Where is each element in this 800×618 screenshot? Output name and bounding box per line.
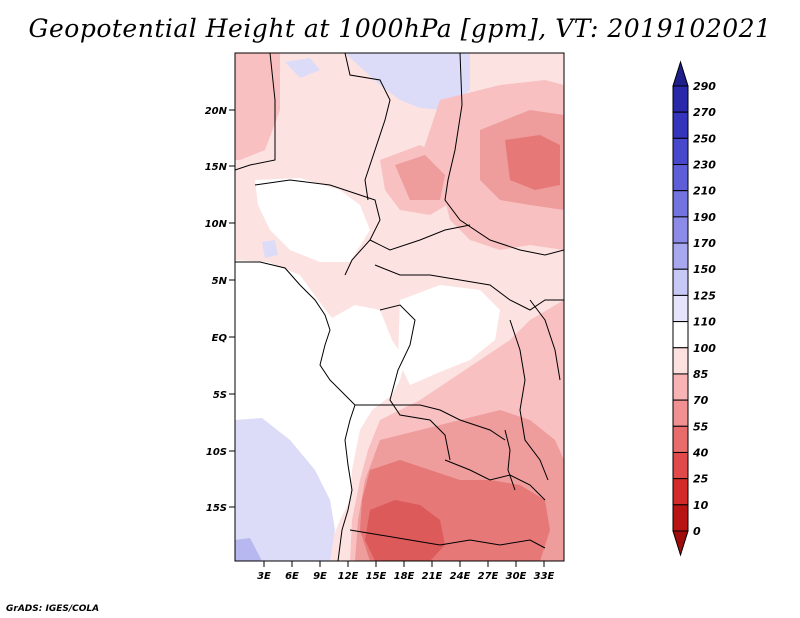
colorbar-swatch — [672, 425, 689, 453]
colorbar-label: 170 — [693, 237, 716, 250]
colorbar-swatch — [672, 137, 689, 166]
colorbar-swatch — [672, 504, 689, 532]
lat-label-10S: 10S — [206, 447, 227, 458]
grads-credit: GrADS: IGES/COLA — [6, 604, 100, 614]
lat-label-15N: 15N — [205, 162, 228, 173]
longitude-labels: 3E 6E 9E 12E 15E 18E 21E 24E 27E 30E 33E — [257, 571, 554, 582]
latitude-axis — [229, 109, 235, 508]
lat-label-15S: 15S — [206, 503, 227, 514]
border-south-3 — [349, 529, 546, 549]
lon-label-12E: 12E — [338, 571, 359, 582]
colorbar-swatch — [672, 268, 689, 296]
colorbar-label: 250 — [693, 132, 716, 145]
field-blue-south-west — [235, 418, 335, 561]
border-north-2 — [344, 53, 391, 201]
colorbar-swatch — [672, 216, 689, 244]
colorbar-swatch — [672, 164, 689, 192]
colorbar-swatch — [672, 111, 689, 139]
coastlines-and-borders — [235, 53, 564, 561]
chart-title: Geopotential Height at 1000hPa [gpm], VT… — [28, 14, 772, 43]
field-rose-center — [395, 155, 445, 200]
longitude-axis — [263, 561, 545, 567]
colorbar-swatch — [672, 451, 689, 480]
border-mid-1 — [254, 179, 381, 276]
colorbar-label: 210 — [693, 185, 716, 198]
map-frame — [234, 52, 565, 562]
colorbar-swatch — [672, 373, 689, 401]
border-congo — [379, 304, 451, 461]
lat-label-20N: 20N — [205, 106, 228, 117]
colorbar-label: 40 — [692, 446, 709, 459]
lon-label-9E: 9E — [313, 571, 327, 582]
colorbar-label: 190 — [693, 211, 716, 224]
field-pink-north-west — [235, 53, 280, 160]
lon-label-33E: 33E — [534, 571, 555, 582]
latitude-labels: 20N 15N 10N 5N EQ 5S 10S 15S — [205, 106, 228, 514]
colorbar-swatch — [672, 242, 689, 270]
colorbar-label: 70 — [693, 394, 709, 407]
lon-label-18E: 18E — [394, 571, 415, 582]
colorbar-label: 290 — [693, 80, 716, 93]
border-south-1 — [355, 404, 506, 441]
colorbar-swatch — [672, 478, 689, 506]
border-mid-3 — [374, 264, 564, 311]
lat-label-EQ: EQ — [212, 333, 228, 344]
lon-label-30E: 30E — [506, 571, 527, 582]
colorbar-label: 100 — [693, 342, 716, 355]
field-blue-small — [262, 240, 278, 258]
border-north-1 — [235, 53, 276, 171]
field-blue-sw-corner — [235, 538, 262, 561]
colorbar-label: 25 — [693, 473, 709, 486]
border-mid-2 — [369, 224, 471, 251]
field-deep-red-core — [365, 500, 445, 561]
colorbar-label: 85 — [693, 368, 709, 381]
colorbar-swatch — [672, 294, 689, 323]
border-east-1 — [509, 319, 549, 481]
field-white-north — [255, 178, 370, 262]
border-north-3 — [444, 53, 564, 256]
field-blue-north-east — [345, 53, 470, 110]
field-blue-north — [285, 58, 320, 78]
colorbar: 2902702502302101901701501251101008570554… — [672, 60, 716, 557]
lat-label-5S: 5S — [213, 390, 227, 401]
colorbar-label: 55 — [693, 420, 709, 433]
colorbar-swatch — [672, 347, 689, 375]
lon-label-21E: 21E — [422, 571, 443, 582]
border-south-2 — [444, 459, 546, 501]
colorbar-label: 0 — [693, 525, 701, 538]
lon-label-3E: 3E — [257, 571, 271, 582]
field-white-central — [398, 285, 500, 385]
colorbar-bottom-arrow — [672, 530, 689, 557]
lat-label-10N: 10N — [205, 219, 228, 230]
west-african-coast — [235, 261, 356, 561]
colorbar-swatch — [672, 399, 689, 427]
lon-label-24E: 24E — [450, 571, 471, 582]
field-red-ne-core — [505, 135, 560, 190]
colorbar-swatch — [672, 190, 689, 218]
lat-label-5N: 5N — [212, 276, 228, 287]
colorbar-top-arrow — [672, 60, 689, 87]
lon-label-27E: 27E — [478, 571, 499, 582]
colorbar-label: 270 — [693, 106, 716, 119]
map-panel — [235, 53, 564, 561]
colorbar-swatch — [672, 85, 689, 113]
border-lakes — [504, 429, 516, 491]
colorbar-label: 230 — [693, 159, 716, 172]
colorbar-label: 10 — [693, 499, 709, 512]
colorbar-label: 150 — [693, 263, 716, 276]
colorbar-label: 125 — [693, 289, 716, 302]
border-east-2 — [529, 299, 561, 381]
colorbar-swatch — [672, 321, 689, 349]
lon-label-15E: 15E — [366, 571, 387, 582]
lon-label-6E: 6E — [285, 571, 299, 582]
colorbar-label: 110 — [693, 316, 716, 329]
